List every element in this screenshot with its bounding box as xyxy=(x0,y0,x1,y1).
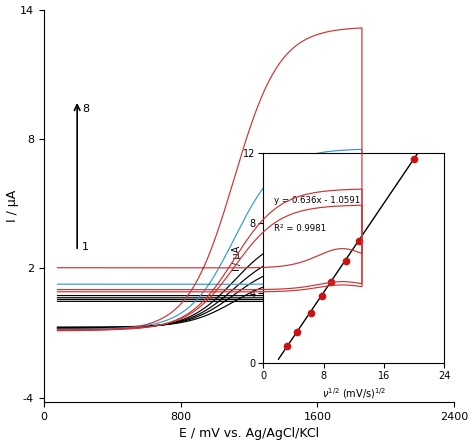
Y-axis label: I / μA: I / μA xyxy=(6,190,18,222)
Text: 1: 1 xyxy=(82,242,89,252)
X-axis label: E / mV vs. Ag/AgCl/KCl: E / mV vs. Ag/AgCl/KCl xyxy=(179,427,319,441)
Text: 8: 8 xyxy=(82,104,89,114)
